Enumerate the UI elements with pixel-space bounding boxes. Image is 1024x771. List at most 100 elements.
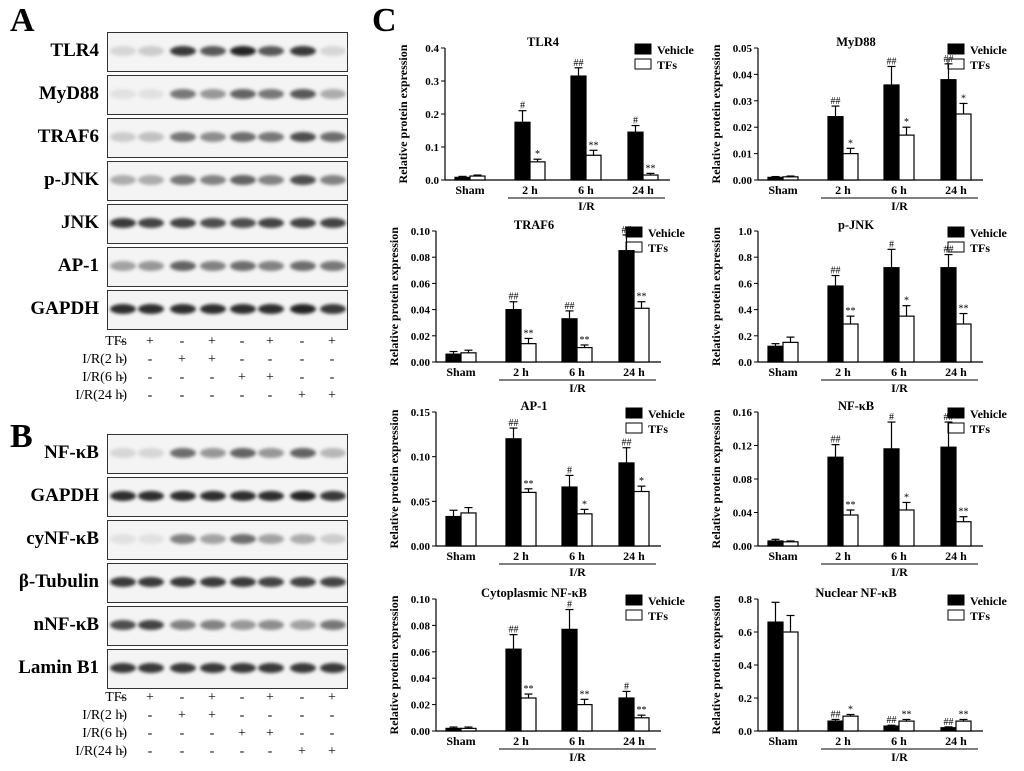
condition-sign: + [178, 708, 186, 723]
blot-band [200, 218, 226, 228]
blot-row-label: nNF-κB [33, 614, 99, 635]
blot-band [290, 491, 316, 501]
condition-sign: - [119, 388, 125, 403]
legend-label: Vehicle [648, 226, 686, 240]
bar-tfs [576, 346, 593, 363]
condition-sign: + [178, 352, 186, 367]
legend-label: TFs [648, 422, 668, 436]
condition-sign: - [119, 352, 125, 367]
bar-vehicle [940, 446, 957, 547]
group-label: I/R [569, 565, 586, 579]
blot-band [110, 304, 136, 314]
blot-band [138, 534, 164, 544]
y-tick-label: 0.03 [733, 96, 753, 108]
y-tick-label: 0.06 [411, 647, 431, 659]
blot-row [107, 477, 348, 517]
blot-band [258, 218, 284, 228]
bar-vehicle [505, 648, 522, 732]
significance-mark: ** [959, 709, 969, 720]
blot-band [138, 261, 164, 271]
bar-tfs [898, 134, 915, 181]
chart-title: p-JNK [838, 218, 874, 232]
bar-tfs [585, 154, 602, 181]
blot-band [230, 663, 256, 673]
blot-band [138, 663, 164, 673]
blot-band [170, 534, 196, 544]
significance-mark: ** [846, 306, 856, 317]
blot-band [230, 577, 256, 587]
chart-title: AP-1 [520, 399, 547, 413]
significance-mark: ** [959, 507, 969, 518]
y-tick-label: 0.4 [738, 305, 752, 317]
condition-sign: - [299, 334, 305, 349]
blot-band [258, 175, 284, 185]
condition-sign: - [329, 726, 335, 741]
x-tick-label: 6 h [569, 734, 585, 748]
condition-sign: - [299, 352, 305, 367]
y-tick-label: 0.3 [425, 76, 439, 88]
condition-sign: - [119, 726, 125, 741]
condition-label: I/R(2 h) [82, 708, 127, 723]
blot-band [290, 218, 316, 228]
blot-band [138, 132, 164, 142]
y-axis-label: Relative protein expression [709, 409, 723, 548]
condition-sign: + [208, 334, 216, 349]
x-tick-label: 2 h [835, 365, 851, 379]
blot-band [258, 577, 284, 587]
condition-sign: + [328, 744, 336, 759]
x-tick-label: 6 h [891, 183, 907, 197]
y-axis-label: Relative protein expression [387, 595, 401, 734]
y-tick-label: 0.16 [733, 407, 753, 419]
significance-mark: ** [524, 328, 534, 339]
condition-sign: - [119, 690, 125, 705]
blot-band [138, 620, 164, 630]
blot-row [107, 290, 348, 330]
significance-mark: * [582, 499, 587, 510]
bar-vehicle [940, 267, 957, 363]
y-axis-label: Relative protein expression [396, 44, 410, 183]
y-tick-label: 0.00 [733, 541, 753, 553]
blot-band [110, 663, 136, 673]
significance-mark: ## [944, 245, 954, 256]
bar-vehicle [767, 345, 784, 363]
x-tick-label: Sham [768, 549, 797, 563]
blot-band [258, 304, 284, 314]
legend-swatch-tfs [947, 241, 965, 253]
condition-sign: - [267, 744, 273, 759]
legend-label: TFs [657, 58, 677, 72]
bar-tfs [529, 161, 546, 181]
bar-tfs [955, 113, 972, 181]
blot-band [170, 577, 196, 587]
condition-sign: - [147, 726, 153, 741]
bar-tfs [782, 541, 799, 547]
blot-row [107, 563, 348, 603]
condition-sign: - [209, 744, 215, 759]
condition-sign: + [298, 388, 306, 403]
chart-title: NF-κB [838, 399, 874, 413]
y-tick-label: 0.00 [411, 541, 431, 553]
significance-mark: * [904, 492, 909, 503]
chart-title: Nuclear NF-κB [815, 586, 896, 600]
group-label: I/R [891, 565, 908, 579]
bar-vehicle [767, 540, 784, 547]
condition-sign: - [147, 388, 153, 403]
significance-mark: ## [944, 717, 954, 728]
blot-row-label: NF-κB [44, 442, 99, 463]
legend-label: TFs [970, 422, 990, 436]
blot-band [258, 89, 284, 99]
bar-vehicle [561, 318, 578, 363]
legend-label: Vehicle [648, 407, 686, 421]
bar-tfs [898, 720, 915, 732]
condition-sign: - [119, 708, 125, 723]
condition-sign: - [119, 370, 125, 385]
group-label: I/R [891, 381, 908, 395]
significance-mark: ## [831, 96, 841, 107]
blot-row [107, 434, 348, 474]
y-tick-label: 0.8 [738, 594, 752, 606]
bar-tfs [520, 343, 537, 363]
x-tick-label: Sham [446, 549, 475, 563]
y-tick-label: 0.15 [411, 407, 431, 419]
condition-label: I/R(6 h) [82, 370, 127, 385]
blot-band [320, 46, 346, 56]
blot-band [138, 491, 164, 501]
